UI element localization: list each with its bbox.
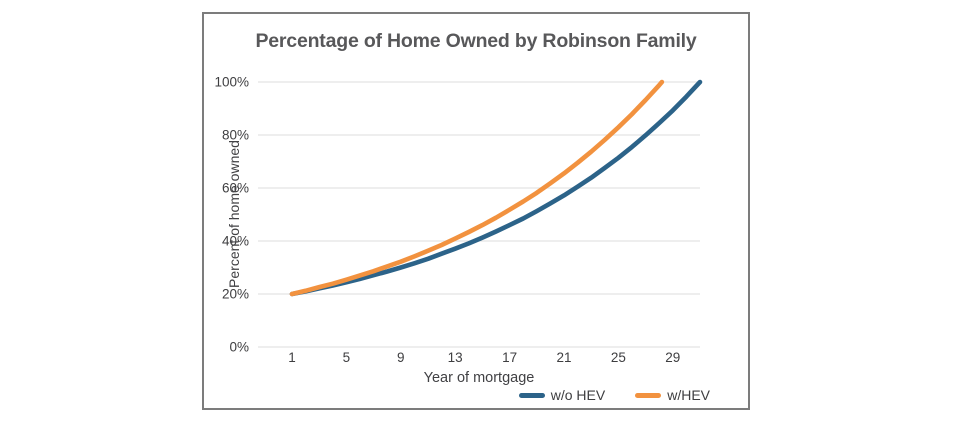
x-tick-label: 21 — [556, 350, 571, 365]
x-tick-label: 29 — [665, 350, 680, 365]
legend-swatch — [635, 392, 662, 398]
series-line-0 — [289, 79, 703, 297]
legend-label: w/o HEV — [550, 387, 606, 403]
y-tick-label: 80% — [222, 128, 249, 143]
x-axis-title: Year of mortgage — [423, 370, 535, 386]
line-chart-plot: 0% 20% 40% 60% 80% 100% 1 5 9 13 17 21 25 29 — [214, 75, 703, 365]
x-tick-label: 1 — [288, 350, 296, 365]
y-tick-label: 0% — [229, 340, 249, 355]
y-tick-label: 40% — [222, 234, 249, 249]
chart-frame: Percentage of Home Owned by Robinson Fam… — [202, 12, 750, 410]
y-tick-label: 60% — [222, 181, 249, 196]
series-line-1 — [289, 79, 665, 297]
x-tick-label: 13 — [448, 350, 463, 365]
x-tick-label: 5 — [343, 350, 351, 365]
y-axis-title: Percent of home owned — [226, 140, 242, 288]
x-tick-label: 17 — [502, 350, 517, 365]
x-tick-label: 25 — [611, 350, 626, 365]
x-tick-label: 9 — [397, 350, 405, 365]
chart-legend: w/o HEV w/HEV — [518, 387, 710, 403]
legend-swatch — [518, 392, 545, 398]
legend-item-0: w/o HEV — [518, 387, 606, 403]
legend-label: w/HEV — [667, 387, 710, 403]
y-tick-label: 20% — [222, 287, 249, 302]
chart-title: Percentage of Home Owned by Robinson Fam… — [255, 30, 697, 52]
legend-item-1: w/HEV — [635, 387, 710, 403]
y-tick-label: 100% — [214, 75, 249, 90]
